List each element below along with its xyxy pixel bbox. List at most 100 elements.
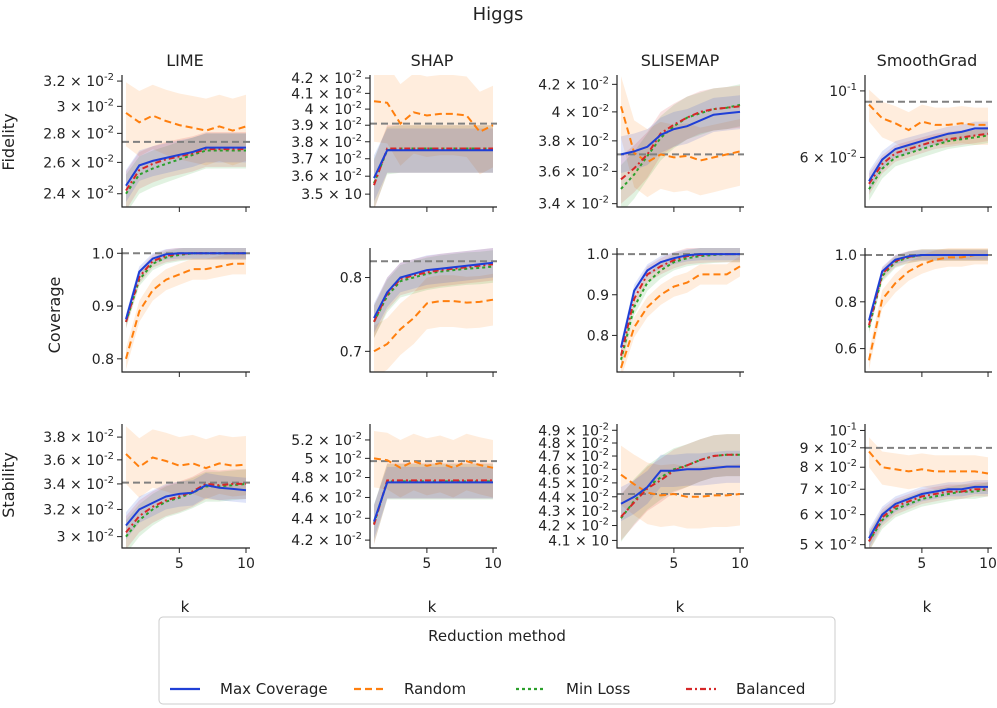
band-balanced (869, 249, 988, 332)
series-random (620, 473, 741, 498)
y-tick-label: 3.9 × 10-2 (291, 116, 362, 134)
plot-area-fidelity-shap (370, 75, 497, 207)
panel-coverage-shap: 0.7 0.8 (340, 248, 497, 377)
series-max_coverage (620, 253, 740, 348)
y-tick-label: 10-1 (829, 82, 857, 100)
band-max_coverage (126, 472, 246, 540)
y-tick-label: 6 × 10-2 (800, 506, 857, 524)
band-min_loss (126, 469, 246, 548)
y-tick-label: 0.8 (92, 352, 114, 368)
y-tick-label: 3.8 × 10-2 (291, 133, 362, 151)
x-tick-label: 5 (422, 556, 431, 572)
band-max_coverage (869, 480, 988, 548)
series-max_coverage (373, 481, 493, 522)
series-min_loss (373, 265, 494, 323)
panel-fidelity-lime: 2.4 × 10-2 2.6 × 10-2 2.8 × 10-2 3 × 10-2 3.… (43, 72, 250, 212)
y-tick-label: 7 × 10-2 (800, 480, 857, 498)
row-label-coverage: Coverage (45, 277, 64, 354)
band-max_coverage (374, 128, 493, 202)
legend-entry-random: Random (354, 680, 466, 698)
y-tick-label: 3.4 × 10-2 (43, 475, 114, 493)
plot-area-coverage-slisemap (617, 248, 744, 372)
series-max_coverage (620, 465, 740, 505)
y-tick-label: 4.3 × 10-2 (538, 502, 609, 520)
y-tick-label: 4.2 × 10-2 (538, 75, 609, 93)
y-tick-label: 0.9 (587, 288, 609, 304)
plot-area-stability-shap (370, 431, 497, 545)
y-tick-label: 4.4 × 10-2 (291, 509, 362, 527)
band-balanced (374, 125, 493, 207)
y-tick-label: 0.9 (92, 299, 114, 315)
plot-area-stability-lime (122, 426, 250, 548)
series-balanced (373, 147, 493, 186)
panel-coverage-lime: 0.8 0.9 1.0 (92, 246, 250, 377)
y-tick-label: 2.4 × 10-2 (43, 185, 114, 203)
series-max_coverage (373, 261, 494, 319)
series-random (868, 254, 988, 361)
y-tick-label: 5 × 10-2 (305, 449, 362, 467)
column-title-smoothgrad: SmoothGrad (877, 51, 978, 70)
y-tick-label: 0.6 (835, 342, 857, 358)
panel-stability-smoothgrad: 5 × 10-2 6 × 10-2 7 × 10-2 8 × 10-29 × 10-2… (800, 421, 997, 572)
plot-area-fidelity-smoothgrad (865, 89, 992, 201)
band-balanced (869, 126, 988, 195)
band-min_loss (374, 125, 493, 207)
y-tick-label: 3.5 × 10 (301, 187, 362, 203)
band-balanced (126, 248, 246, 329)
panel-coverage-slisemap: 0.8 0.9 1.0 (587, 247, 744, 377)
y-tick-label: 1.0 (587, 247, 609, 263)
x-axis-title-smoothgrad: k (923, 598, 932, 616)
y-tick-label: 3.6 × 10-2 (291, 167, 362, 185)
legend-label: Max Coverage (220, 680, 328, 698)
column-title-shap: SHAP (411, 51, 454, 70)
series-random (620, 106, 741, 164)
series-max_coverage (125, 146, 246, 187)
plot-area-fidelity-slisemap (617, 76, 744, 207)
plot-area-coverage-lime (122, 248, 250, 370)
legend-label: Random (404, 680, 466, 698)
y-tick-label: 0.8 (587, 328, 609, 344)
band-min_loss (621, 248, 740, 368)
series-random (373, 298, 494, 353)
band-random (374, 273, 493, 372)
x-tick-label: 5 (175, 556, 184, 572)
band-max_coverage (869, 121, 988, 192)
plot-area-fidelity-lime (122, 82, 250, 207)
y-tick-label: 4.6 × 10-2 (538, 460, 609, 478)
series-max_coverage (373, 149, 493, 179)
y-tick-label: 4.5 × 10-2 (538, 474, 609, 492)
y-tick-label: 3.8 × 10-2 (43, 428, 114, 446)
series-max_coverage (868, 485, 988, 539)
chart-panels: 2.4 × 10-2 2.6 × 10-2 2.8 × 10-2 3 × 10-2 3.… (43, 69, 997, 572)
legend: Reduction method Max Coverage Random Min L… (158, 616, 836, 705)
band-balanced (126, 469, 246, 548)
series-balanced (620, 453, 740, 518)
band-min_loss (869, 482, 988, 548)
band-balanced (621, 434, 740, 541)
band-max_coverage (126, 248, 246, 325)
y-tick-label: 9 × 10-2 (800, 439, 857, 457)
series-balanced (620, 105, 741, 181)
y-tick-label: 0.8 (340, 271, 362, 287)
y-tick-label: 4.8 × 10-2 (291, 468, 362, 486)
series-random (125, 453, 247, 470)
band-balanced (374, 463, 493, 545)
panel-fidelity-slisemap: 3.4 × 10-2 3.6 × 10-2 3.8 × 10-2 4 × 10-2 4.… (538, 75, 744, 213)
band-random (621, 76, 740, 198)
y-tick-label: 3.4 × 10-2 (538, 195, 609, 213)
series-min_loss (125, 482, 247, 538)
y-tick-label: 3.8 × 10-2 (538, 132, 609, 150)
series-min_loss (125, 149, 246, 195)
series-balanced (373, 479, 493, 525)
legend-title: Reduction method (428, 627, 566, 645)
panel-stability-shap: 4.2 × 10-2 4.4 × 10-2 4.6 × 10-2 4.8 × 10-2… (291, 424, 502, 572)
x-tick-label: 10 (484, 556, 502, 572)
series-max_coverage (125, 484, 247, 527)
series-random (620, 265, 741, 369)
x-axis-title-shap: k (428, 598, 437, 616)
plot-area-stability-smoothgrad (865, 437, 992, 548)
band-max_coverage (869, 250, 988, 326)
plot-area-stability-slisemap (617, 434, 744, 542)
y-tick-label: 6 × 10-2 (800, 148, 857, 166)
y-tick-label: 4.1 × 10-2 (291, 84, 362, 102)
